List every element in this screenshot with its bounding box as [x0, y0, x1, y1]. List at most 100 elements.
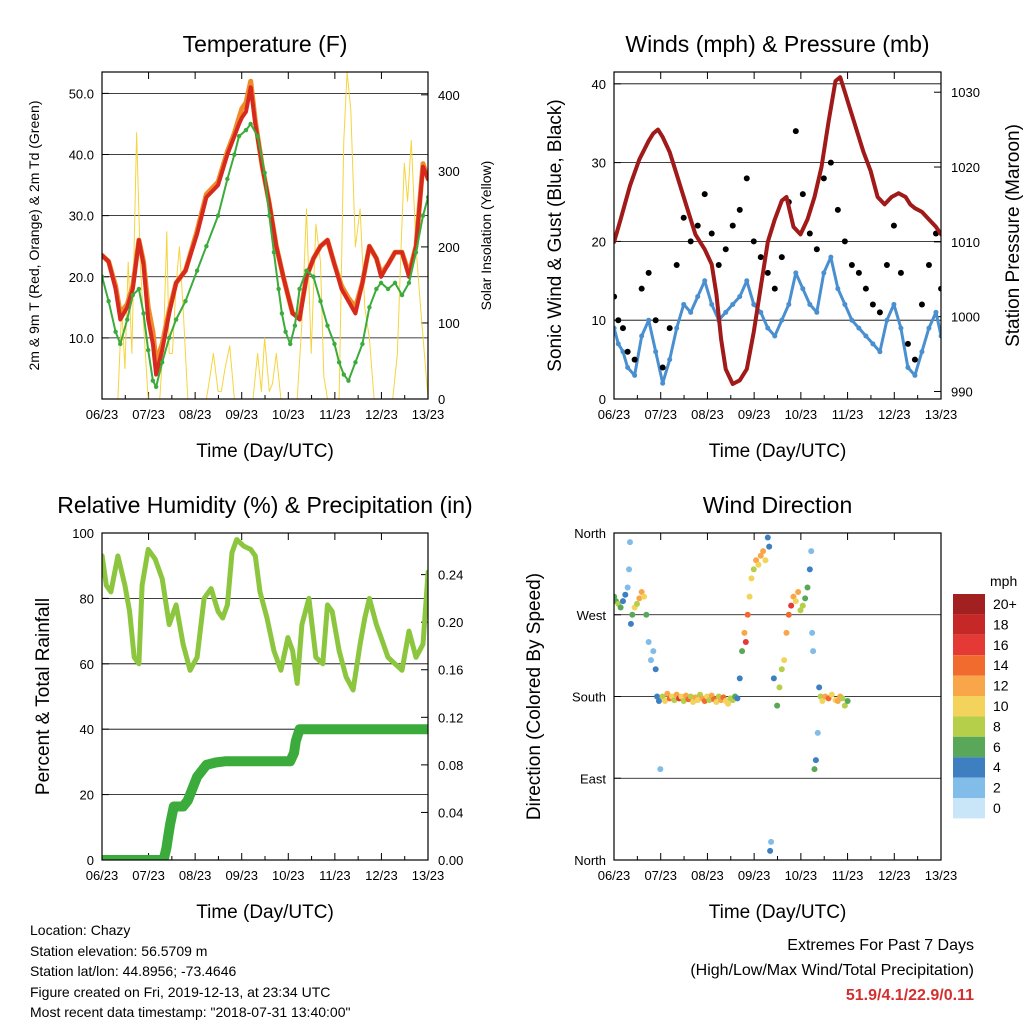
dewpoint-point: [271, 250, 277, 255]
sonic-wind-point: [793, 270, 799, 276]
y2-tick-label: 0.20: [438, 615, 463, 630]
y2-tick-label: 0.12: [438, 710, 463, 725]
dewpoint-point: [385, 286, 391, 292]
sonic-wind-point: [723, 309, 729, 315]
y-tick-label: 10: [592, 313, 606, 328]
wind-direction-point: [762, 557, 769, 564]
wind-direction-point: [654, 693, 661, 700]
dewpoint-point: [304, 268, 309, 273]
x-tick-label: 06/23: [86, 407, 119, 422]
wind-gust-point: [624, 348, 631, 355]
wind-direction-point: [662, 698, 669, 705]
dewpoint-point: [166, 335, 172, 341]
dewpoint-point: [232, 152, 237, 157]
sonic-wind-point: [877, 349, 883, 355]
chart-title: Temperature (F): [183, 31, 348, 57]
sonic-wind-point: [702, 278, 708, 284]
wind-direction-point: [753, 557, 760, 564]
wind-gust-point: [820, 175, 827, 182]
colorbar-swatch: [953, 716, 985, 737]
wind-direction-point: [643, 611, 650, 618]
x-tick-label: 09/23: [738, 407, 771, 422]
sonic-wind-point: [709, 301, 715, 307]
colorbar-swatch: [953, 736, 985, 758]
plot-area: [102, 537, 428, 860]
dewpoint-point: [378, 280, 384, 286]
dewpoint-point: [279, 311, 285, 316]
y2-tick-label: 0.16: [438, 663, 463, 678]
wind-direction-point: [776, 684, 783, 691]
temperature-2m-line: [102, 85, 428, 377]
dewpoint-point: [255, 133, 260, 139]
plot-area: [614, 534, 851, 854]
plot-area: [102, 72, 428, 399]
sonic-wind-point: [849, 317, 855, 323]
plot-frame: [613, 532, 942, 861]
wind-direction-point: [655, 698, 662, 705]
sonic-wind-point: [772, 333, 778, 339]
wind-gust-point: [701, 191, 708, 198]
x-axis-label: Time (Day/UTC): [709, 902, 847, 923]
wind-direction-point: [713, 698, 720, 705]
wind-direction-point: [764, 534, 771, 541]
sonic-wind-point: [688, 309, 694, 315]
dewpoint-point: [136, 286, 142, 292]
sonic-wind-point: [660, 380, 666, 386]
wind-gust-point: [848, 262, 855, 269]
sonic-wind-point: [835, 286, 841, 292]
dewpoint-point: [153, 384, 159, 389]
x-tick-label: 08/23: [179, 407, 212, 422]
y2-tick-label: 0.04: [438, 805, 463, 820]
dewpoint-point: [325, 323, 330, 328]
x-tick-label: 10/23: [272, 868, 305, 883]
wind-gust-point: [687, 238, 694, 245]
x-tick-label: 13/23: [412, 407, 445, 422]
wind-direction-point: [760, 548, 767, 555]
wind-gust-point: [904, 340, 911, 347]
x-tick-label: 06/23: [598, 407, 631, 422]
wind-direction-point: [802, 595, 809, 602]
wind-gust-point: [827, 159, 834, 166]
wind-gust-point: [771, 285, 778, 292]
y2-tick-label: 400: [438, 88, 460, 103]
wind-gust-point: [855, 269, 862, 276]
colorbar-label: 14: [993, 657, 1009, 673]
y2-tick-label: 1030: [951, 85, 980, 100]
x-tick-label: 11/23: [319, 407, 351, 422]
y2-tick-label: 0.08: [438, 758, 463, 773]
wind-gust-point: [911, 356, 918, 363]
x-tick-label: 07/23: [132, 407, 165, 422]
sonic-wind-point: [933, 309, 939, 315]
x-tick-label: 06/23: [598, 868, 631, 883]
wind-direction-point: [671, 697, 678, 704]
x-tick-label: 10/23: [785, 407, 818, 422]
wind-direction-point: [781, 657, 788, 664]
chart-panel-4: Wind Direction Time (Day/UTC) Direction (C…: [524, 492, 957, 923]
sonic-wind-point: [751, 301, 757, 307]
y-axis-label: 2m & 9m T (Red, Orange) & 2m Td (Green): [26, 101, 42, 371]
wind-direction-point: [659, 693, 666, 700]
dewpoint-point: [346, 378, 351, 383]
x-tick-label: 10/23: [785, 868, 818, 883]
wind-direction-point: [797, 607, 804, 614]
wind-gust-point: [659, 364, 666, 371]
sonic-wind-point: [884, 317, 890, 323]
chart-panel-1: Temperature (F) Time (Day/UTC) 2m & 9m T (…: [26, 31, 494, 462]
x-tick-label: 08/23: [179, 868, 212, 883]
colorbar-swatch: [953, 798, 985, 819]
y-tick-label: 100: [72, 526, 94, 541]
y2-axis-label: Solar Insolation (Yellow): [478, 161, 494, 311]
y-tick-label: 20.0: [69, 270, 94, 285]
wind-direction-point: [622, 591, 629, 598]
wind-direction-point: [810, 648, 817, 655]
dewpoint-point: [141, 311, 146, 316]
wind-direction-point: [626, 566, 633, 573]
dewpoint-point: [173, 317, 179, 322]
extremes-box: Extremes For Past 7 Days (High/Low/Max W…: [690, 933, 974, 1008]
dewpoint-point: [267, 213, 272, 218]
dewpoint-point: [225, 176, 230, 182]
sonic-wind-point: [807, 301, 813, 307]
y-tick-label: 30: [592, 156, 606, 171]
wind-gust-point: [925, 262, 932, 269]
y2-tick-label: 1010: [951, 235, 980, 250]
